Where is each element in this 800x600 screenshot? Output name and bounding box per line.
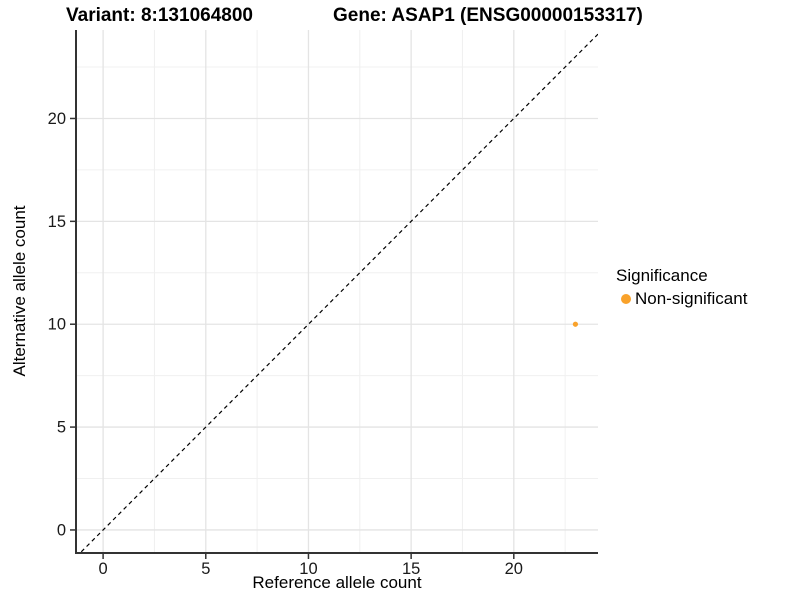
x-tick-label: 0 xyxy=(99,560,108,578)
x-tick-label: 10 xyxy=(299,560,317,578)
legend-title: Significance xyxy=(616,266,708,285)
y-tick-label: 0 xyxy=(57,521,66,539)
variant-title: Variant: 8:131064800 xyxy=(66,5,253,26)
y-tick-label: 15 xyxy=(48,213,66,231)
gene-title: Gene: ASAP1 (ENSG00000153317) xyxy=(333,5,643,26)
x-tick-label: 20 xyxy=(505,560,523,578)
x-tick-label: 5 xyxy=(201,560,210,578)
legend-swatch-dot xyxy=(621,294,631,304)
y-tick-label: 5 xyxy=(57,419,66,437)
x-tick-label: 15 xyxy=(402,560,420,578)
legend-item-label: Non-significant xyxy=(635,289,748,308)
identity-line-group xyxy=(79,33,598,553)
y-axis-label: Alternative allele count xyxy=(10,205,29,377)
legend: Significance Non-significant xyxy=(616,266,747,309)
x-axis-label: Reference allele count xyxy=(252,573,422,592)
data-point xyxy=(572,321,579,327)
y-tick-label: 10 xyxy=(48,316,66,334)
legend-item-non-significant: Non-significant xyxy=(616,289,747,309)
identity-line xyxy=(79,33,598,553)
y-tick-label: 20 xyxy=(48,110,66,128)
